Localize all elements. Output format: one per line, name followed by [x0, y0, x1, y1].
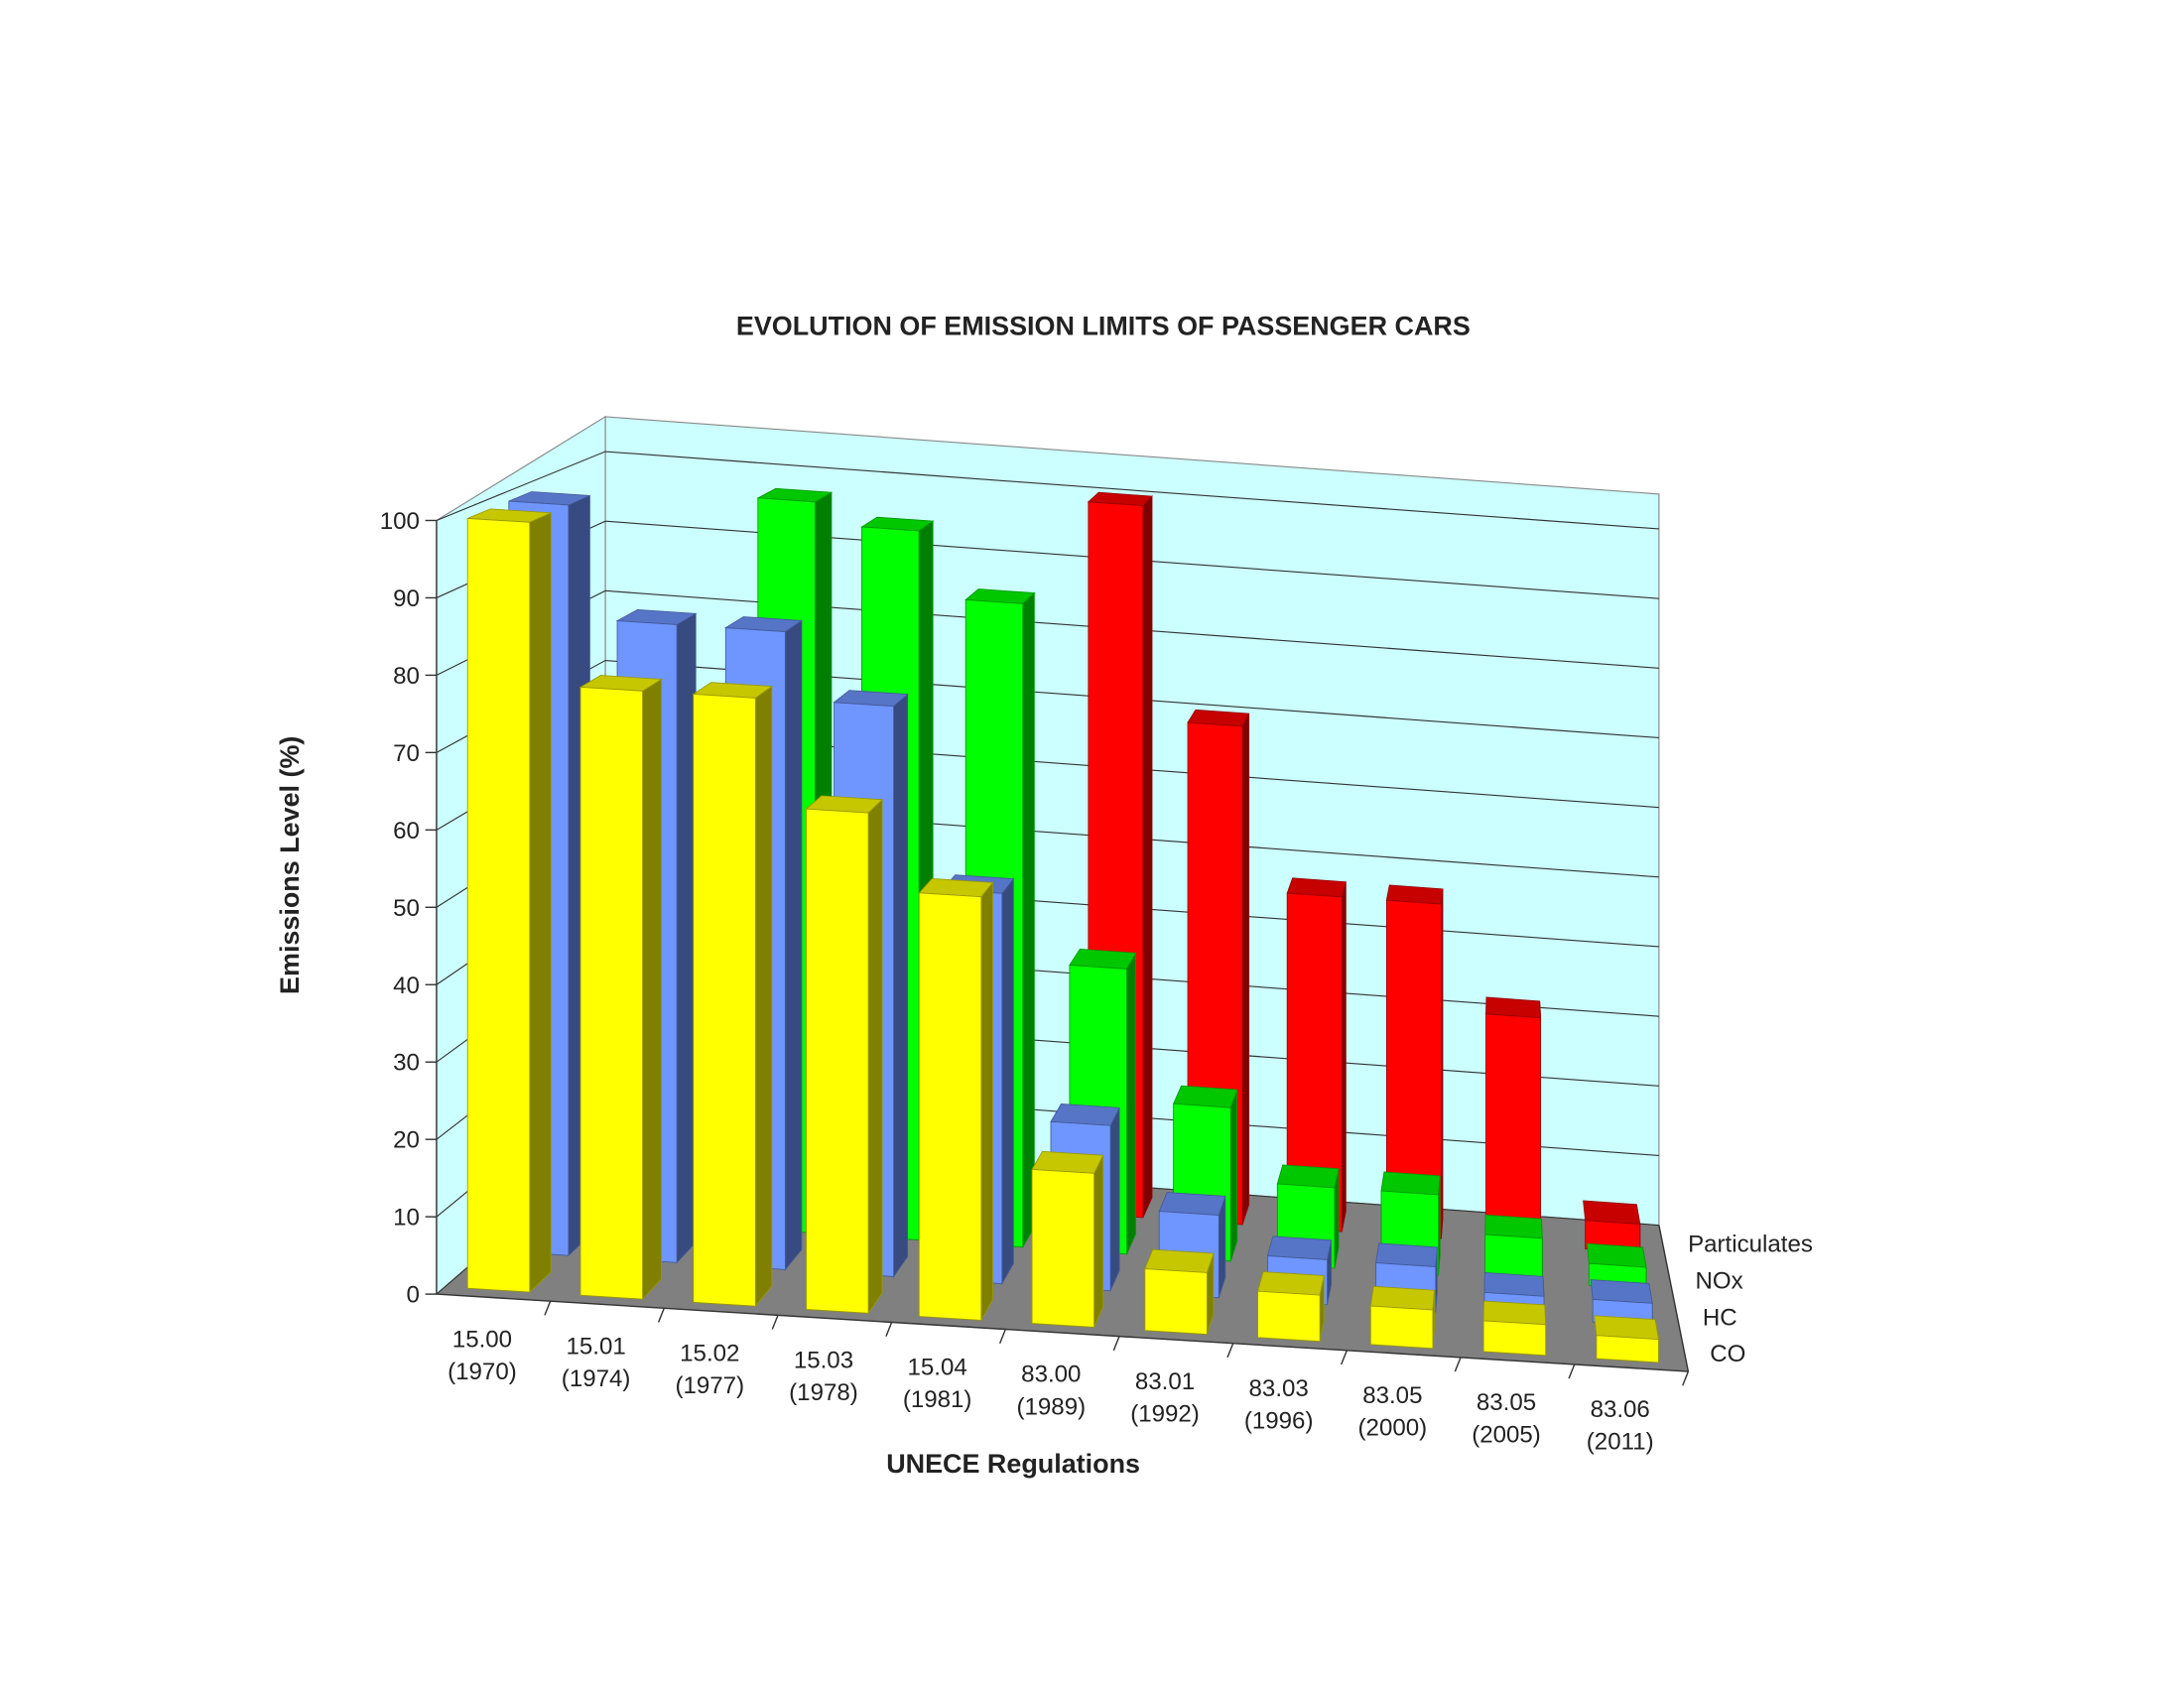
x-tick-label: (1974) — [562, 1365, 631, 1392]
x-axis — [436, 1293, 1689, 1372]
bar — [1286, 877, 1347, 1233]
bar-front — [466, 517, 531, 1293]
legend-label: HC — [1703, 1304, 1737, 1331]
bar-side — [1229, 1089, 1238, 1261]
bar-front — [693, 694, 756, 1307]
y-tick-label: 80 — [393, 663, 420, 690]
x-tick-label: 15.04 — [908, 1355, 967, 1381]
bar — [805, 795, 884, 1315]
x-tick-label: 15.03 — [794, 1348, 853, 1374]
x-tick-label: (1970) — [448, 1359, 517, 1385]
bar — [578, 675, 663, 1301]
y-tick-label: 40 — [393, 973, 420, 999]
bar-front — [1482, 1320, 1547, 1357]
x-tick-label: 83.01 — [1135, 1368, 1195, 1395]
bar-side — [893, 693, 909, 1278]
x-tick — [885, 1322, 893, 1337]
bar-front — [1485, 1013, 1542, 1246]
bar-side — [1142, 495, 1153, 1219]
bar — [1257, 1271, 1325, 1343]
bar-side — [754, 685, 773, 1308]
depth-axis — [1658, 1225, 1690, 1372]
x-tick-label: (2000) — [1358, 1415, 1428, 1442]
bar — [1385, 884, 1444, 1239]
legend-label: Particulates — [1688, 1232, 1813, 1258]
bar — [1031, 1150, 1104, 1328]
bar-side — [1241, 713, 1250, 1226]
x-tick — [1568, 1363, 1576, 1379]
bar-front — [806, 808, 869, 1314]
bar-side — [1109, 1107, 1120, 1291]
x-axis-label: UNECE Regulations — [886, 1449, 1140, 1479]
bar — [466, 508, 552, 1294]
bar — [1484, 1214, 1543, 1283]
bar — [1482, 1300, 1547, 1357]
bar — [1594, 1315, 1659, 1363]
bar-front — [1369, 1305, 1434, 1350]
x-tick-label: (2005) — [1472, 1422, 1541, 1449]
bar — [1369, 1285, 1435, 1350]
x-tick-label: 83.05 — [1477, 1389, 1536, 1416]
y-tick-label: 70 — [393, 740, 420, 767]
x-tick-label: 15.02 — [680, 1340, 739, 1366]
bar-side — [784, 619, 803, 1271]
chart-title: EVOLUTION OF EMISSION LIMITS OF PASSENGE… — [736, 311, 1471, 340]
bar-side — [1341, 881, 1347, 1233]
y-tick-label: 50 — [393, 895, 420, 922]
y-tick-label: 0 — [407, 1282, 420, 1309]
bar-side — [1126, 951, 1136, 1254]
bar-front — [579, 686, 643, 1300]
bar-front — [1596, 1335, 1659, 1363]
x-tick — [1454, 1357, 1462, 1372]
y-tick-label: 90 — [393, 585, 420, 612]
x-tick — [544, 1300, 552, 1316]
bar — [692, 682, 774, 1308]
y-tick-label: 60 — [393, 818, 420, 844]
bar-front — [1257, 1290, 1321, 1343]
x-tick — [998, 1329, 1006, 1344]
bar-front — [918, 892, 982, 1321]
bar — [918, 878, 994, 1323]
x-tick-label: 83.00 — [1021, 1362, 1081, 1388]
x-tick-label: 83.05 — [1362, 1382, 1422, 1409]
x-tick-label: 15.00 — [452, 1326, 512, 1353]
x-tick-label: (1978) — [789, 1379, 858, 1406]
bar-side — [980, 881, 993, 1323]
x-tick — [771, 1315, 779, 1330]
bar — [1144, 1248, 1215, 1336]
x-tick-label: (1981) — [903, 1386, 972, 1413]
bar-side — [642, 678, 662, 1301]
y-tick-label: 10 — [393, 1205, 420, 1232]
x-tick — [1341, 1350, 1349, 1365]
bar-front — [1144, 1268, 1208, 1336]
x-tick-label: (1996) — [1244, 1407, 1314, 1434]
bar — [1485, 996, 1542, 1246]
x-tick-label: (1977) — [675, 1372, 744, 1399]
bar-side — [529, 512, 552, 1294]
x-tick-label: 15.01 — [566, 1333, 625, 1360]
legend-label: CO — [1710, 1341, 1745, 1367]
bar-side — [1093, 1155, 1104, 1328]
x-tick-label: 83.06 — [1591, 1396, 1650, 1423]
y-axis-label: Emissions Level (%) — [275, 736, 305, 994]
x-tick-label: (1992) — [1130, 1400, 1200, 1427]
x-tick-label: (1989) — [1017, 1393, 1087, 1420]
x-tick — [1682, 1370, 1690, 1386]
bar-side — [1001, 877, 1014, 1286]
y-tick-label: 100 — [380, 508, 420, 535]
x-tick-label: (2011) — [1587, 1429, 1654, 1456]
x-tick — [1226, 1343, 1234, 1359]
x-tick — [657, 1308, 665, 1323]
y-tick-label: 30 — [393, 1050, 420, 1077]
bar-side — [676, 612, 697, 1264]
x-tick — [1112, 1336, 1120, 1352]
bar-front — [1031, 1168, 1095, 1328]
legend-label: NOx — [1695, 1267, 1742, 1294]
y-tick-label: 20 — [393, 1127, 420, 1154]
bar-side — [867, 798, 883, 1315]
grid-line — [436, 451, 1659, 530]
bar-side — [1022, 591, 1035, 1249]
x-tick-label: 83.03 — [1249, 1375, 1309, 1402]
